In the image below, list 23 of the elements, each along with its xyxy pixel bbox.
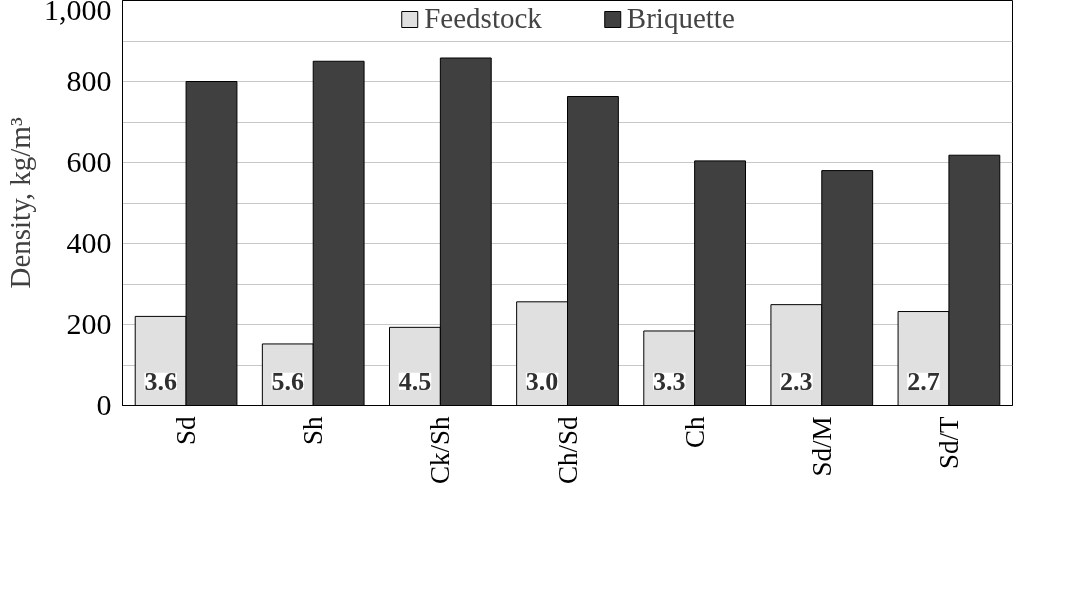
y-tick-label: 600 — [66, 145, 112, 178]
annotation: 2.7 — [907, 366, 940, 396]
y-tick-label: 1,000 — [44, 0, 112, 26]
y-tick-label: 0 — [96, 388, 112, 421]
annotation: 3.6 — [144, 366, 177, 396]
annotation: 3.0 — [525, 366, 559, 396]
annotation: 2.3 — [780, 366, 813, 396]
legend-label: Briquette — [626, 2, 735, 35]
x-tick-label: Sd — [171, 416, 202, 446]
y-tick-label: 800 — [66, 64, 112, 97]
x-tick-label: Sd/M — [806, 416, 837, 477]
x-tick-label: Ck/Sh — [425, 416, 456, 485]
x-tick-label: Sh — [298, 416, 329, 446]
annotation: 3.3 — [652, 366, 686, 396]
y-axis-title: Density, kg/m³ — [4, 117, 36, 289]
legend-label: Feedstock — [424, 2, 542, 35]
x-tick-label: Sd/T — [933, 415, 964, 470]
annotation: 5.6 — [271, 366, 305, 396]
y-tick-label: 200 — [66, 307, 112, 340]
x-tick-label: Ch/Sd — [552, 416, 583, 485]
x-tick-label: Ch — [679, 416, 710, 449]
y-tick-label: 400 — [66, 226, 112, 259]
annotation: 4.5 — [398, 366, 432, 396]
